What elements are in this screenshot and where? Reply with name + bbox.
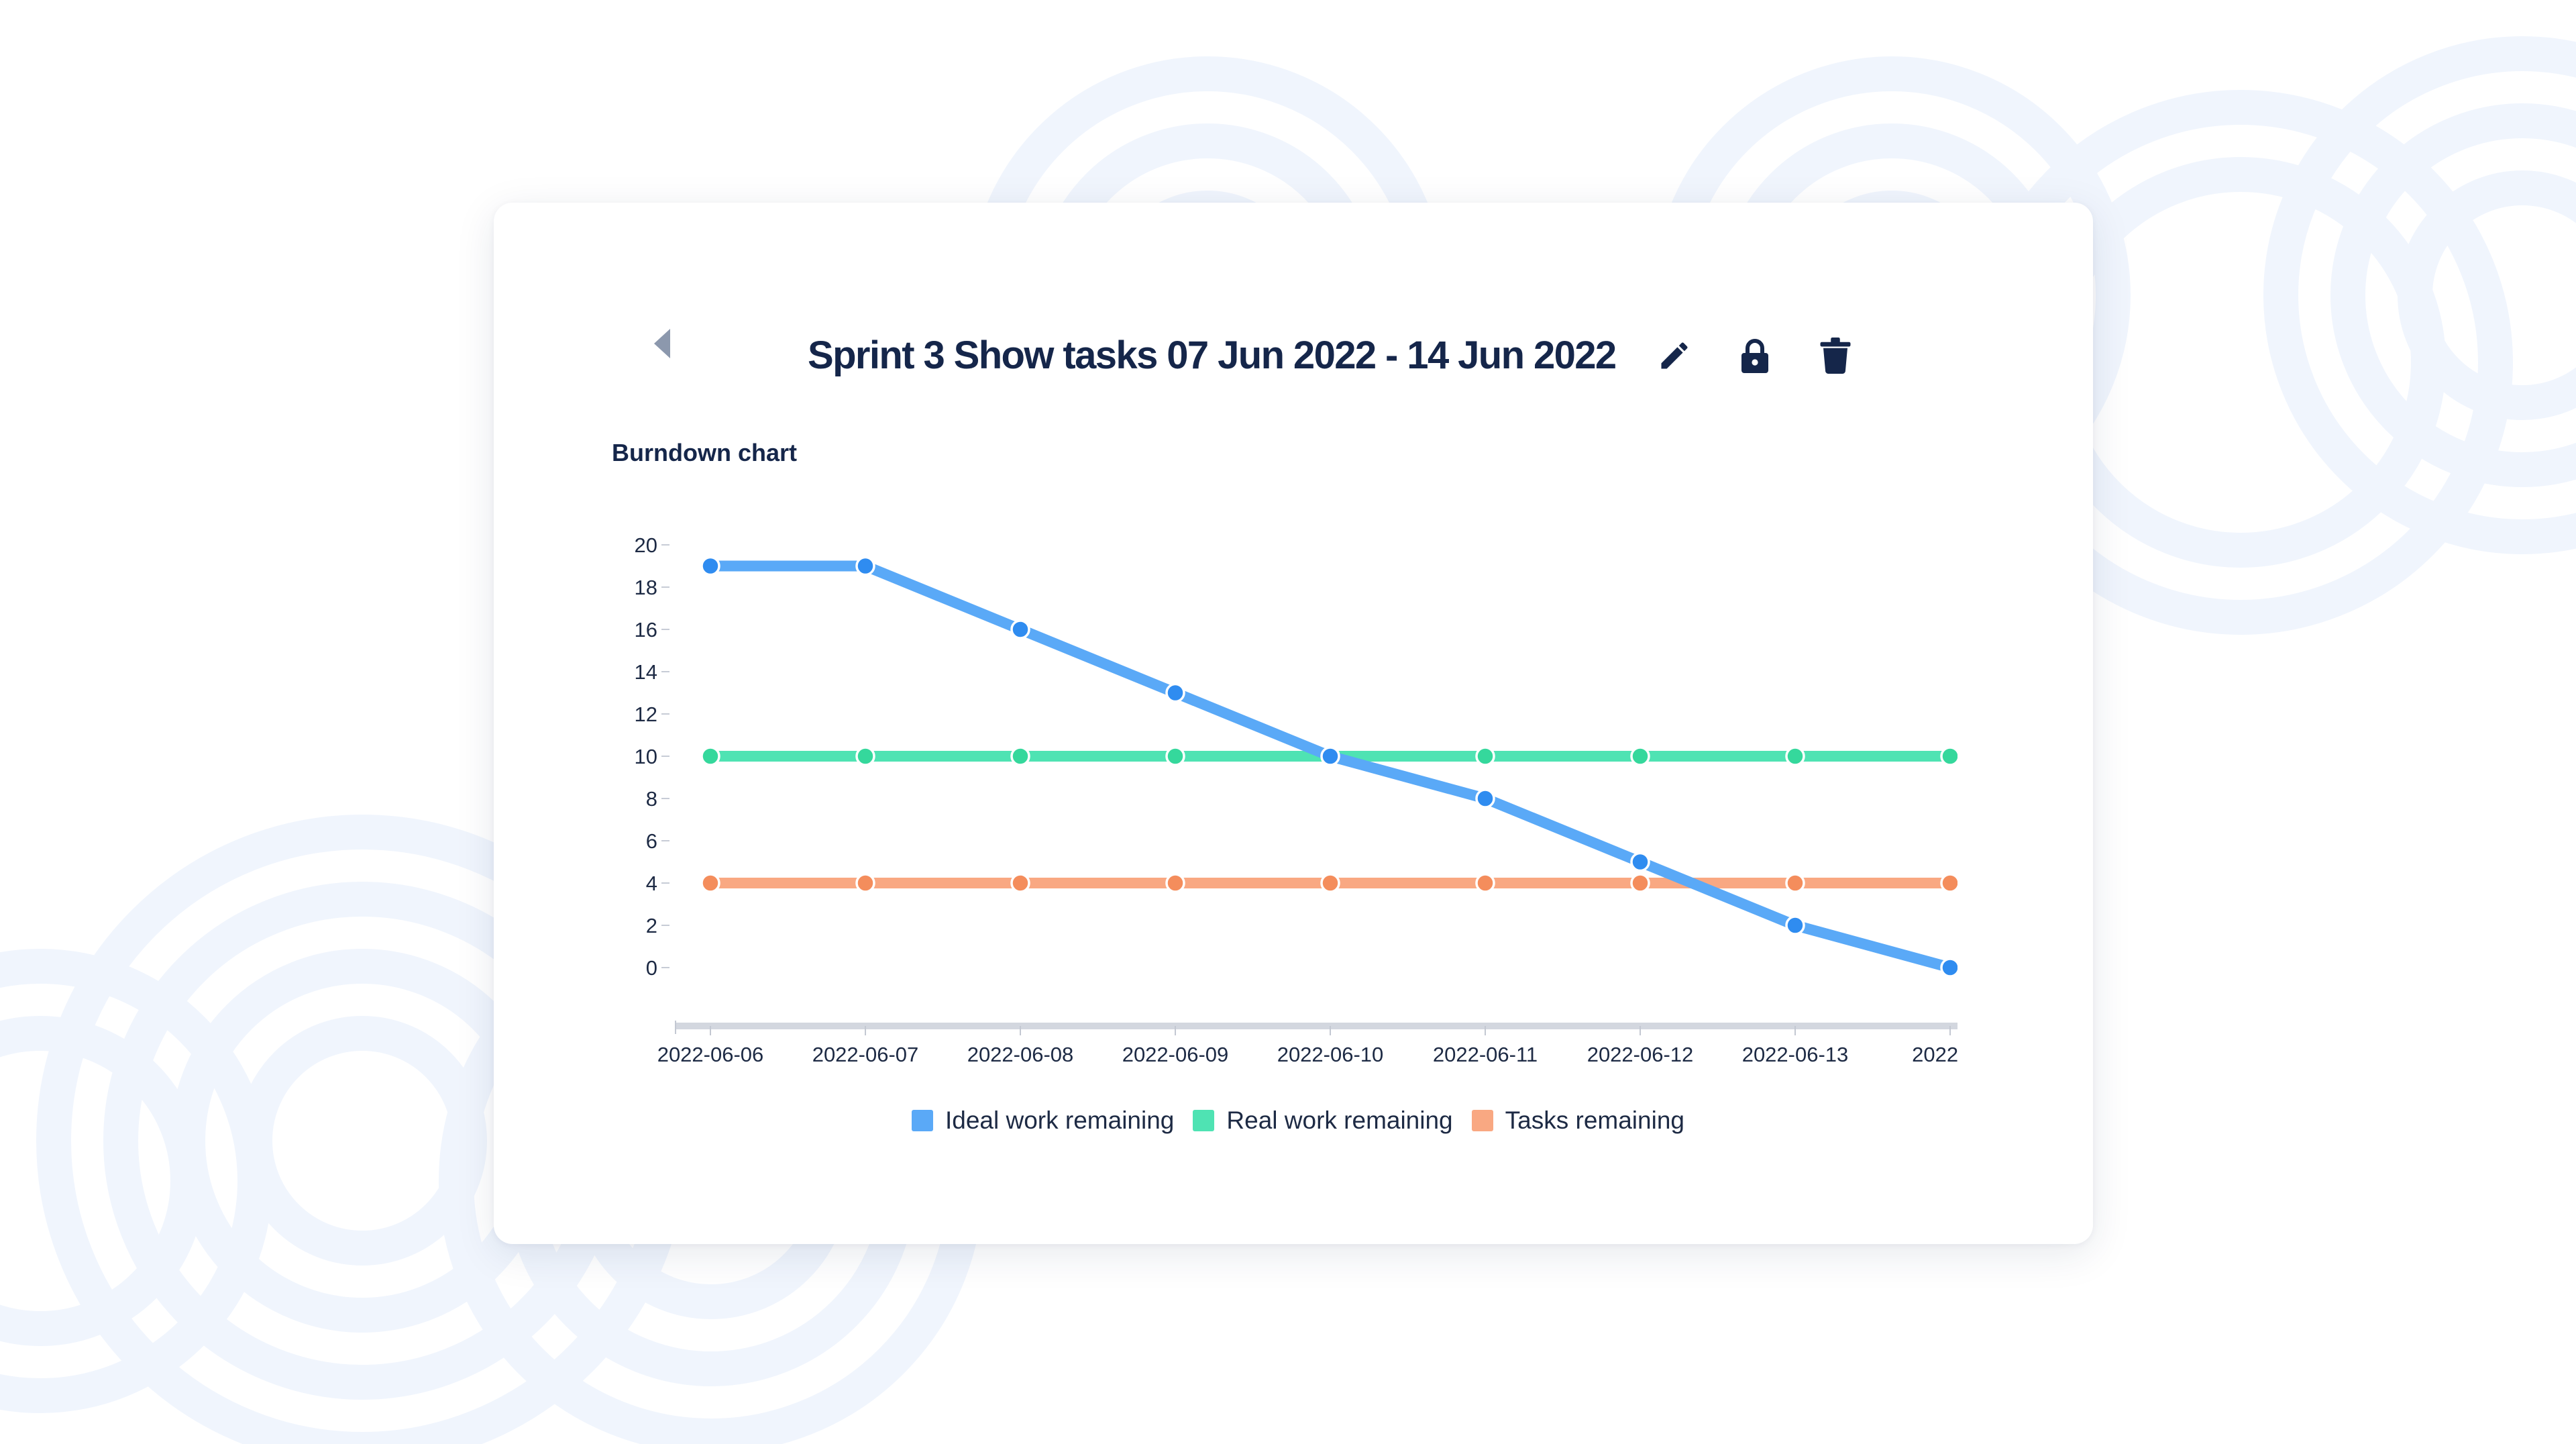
legend-label-ideal: Ideal work remaining bbox=[945, 1106, 1175, 1134]
chart-title: Burndown chart bbox=[612, 439, 797, 466]
page-title: Sprint 3 Show tasks 07 Jun 2022 - 14 Jun… bbox=[808, 333, 1617, 377]
x-tick-label: 2022-06 bbox=[1912, 1043, 1988, 1066]
data-point bbox=[1010, 746, 1030, 766]
y-tick-label: 4 bbox=[646, 872, 657, 895]
y-tick-label: 20 bbox=[635, 533, 657, 557]
data-point bbox=[855, 746, 875, 766]
data-point bbox=[1785, 746, 1805, 766]
data-point bbox=[1630, 873, 1650, 893]
data-point bbox=[1630, 852, 1650, 872]
data-point bbox=[1940, 746, 1957, 766]
legend-item-tasks[interactable]: Tasks remaining bbox=[1471, 1106, 1684, 1135]
y-tick-label: 10 bbox=[635, 745, 657, 768]
trash-icon bbox=[1820, 338, 1851, 374]
y-axis: 0 2 4 6 8 10 12 14 16 18 20 bbox=[635, 533, 669, 980]
data-point bbox=[1475, 873, 1495, 893]
y-tick-label: 8 bbox=[646, 787, 657, 811]
x-tick-label: 2022-06-09 bbox=[1122, 1043, 1229, 1066]
legend-swatch-real bbox=[1193, 1110, 1215, 1131]
x-tick-label: 2022-06-12 bbox=[1587, 1043, 1694, 1066]
chart-legend: Ideal work remaining Real work remaining… bbox=[494, 1100, 2093, 1141]
delete-button[interactable] bbox=[1811, 331, 1860, 380]
caret-left-icon bbox=[654, 329, 670, 358]
x-tick-label: 2022-06-07 bbox=[812, 1043, 919, 1066]
series-2 bbox=[700, 873, 1957, 893]
data-point bbox=[1785, 873, 1805, 893]
data-point bbox=[1165, 873, 1185, 893]
data-point bbox=[700, 556, 720, 576]
edit-button[interactable] bbox=[1650, 331, 1699, 380]
data-point bbox=[1785, 915, 1805, 935]
legend-swatch-tasks bbox=[1471, 1110, 1493, 1131]
data-point bbox=[855, 556, 875, 576]
legend-label-real: Real work remaining bbox=[1226, 1106, 1453, 1134]
x-tick-label: 2022-06-11 bbox=[1433, 1043, 1538, 1066]
y-tick-label: 0 bbox=[646, 956, 657, 980]
data-point bbox=[1320, 873, 1340, 893]
data-point bbox=[1940, 958, 1957, 978]
data-point bbox=[700, 746, 720, 766]
burndown-card: Sprint 3 Show tasks 07 Jun 2022 - 14 Jun… bbox=[494, 203, 2093, 1244]
x-tick-label: 2022-06-08 bbox=[967, 1043, 1074, 1066]
data-point bbox=[1475, 746, 1495, 766]
data-point bbox=[1475, 788, 1495, 809]
series-0 bbox=[700, 556, 1957, 978]
y-tick-label: 16 bbox=[635, 618, 657, 641]
data-point bbox=[1010, 619, 1030, 639]
series-line bbox=[705, 560, 1955, 973]
y-tick-label: 12 bbox=[635, 703, 657, 726]
y-tick-label: 18 bbox=[635, 576, 657, 599]
legend-swatch-ideal bbox=[912, 1110, 933, 1131]
x-tick-label: 2022-06-10 bbox=[1277, 1043, 1384, 1066]
data-point bbox=[700, 873, 720, 893]
legend-label-tasks: Tasks remaining bbox=[1505, 1106, 1684, 1134]
y-tick-label: 2 bbox=[646, 914, 657, 937]
y-tick-label: 14 bbox=[635, 660, 657, 684]
data-point bbox=[1165, 682, 1185, 703]
y-tick-label: 6 bbox=[646, 829, 657, 853]
data-point bbox=[1165, 746, 1185, 766]
data-point bbox=[1010, 873, 1030, 893]
x-tick-label: 2022-06-06 bbox=[657, 1043, 764, 1066]
lock-button[interactable] bbox=[1731, 331, 1779, 380]
pencil-icon bbox=[1661, 342, 1688, 369]
data-point bbox=[1630, 746, 1650, 766]
x-tick-label: 2022-06-13 bbox=[1742, 1043, 1849, 1066]
legend-item-real[interactable]: Real work remaining bbox=[1193, 1106, 1453, 1135]
data-point bbox=[1940, 873, 1957, 893]
data-point bbox=[1320, 746, 1340, 766]
x-axis: 2022-06-06 2022-06-07 2022-06-08 2022-06-09… bbox=[657, 1021, 1988, 1066]
legend-item-ideal[interactable]: Ideal work remaining bbox=[912, 1106, 1174, 1135]
back-button[interactable] bbox=[649, 323, 676, 364]
data-point bbox=[855, 873, 875, 893]
lock-icon bbox=[1741, 339, 1768, 373]
